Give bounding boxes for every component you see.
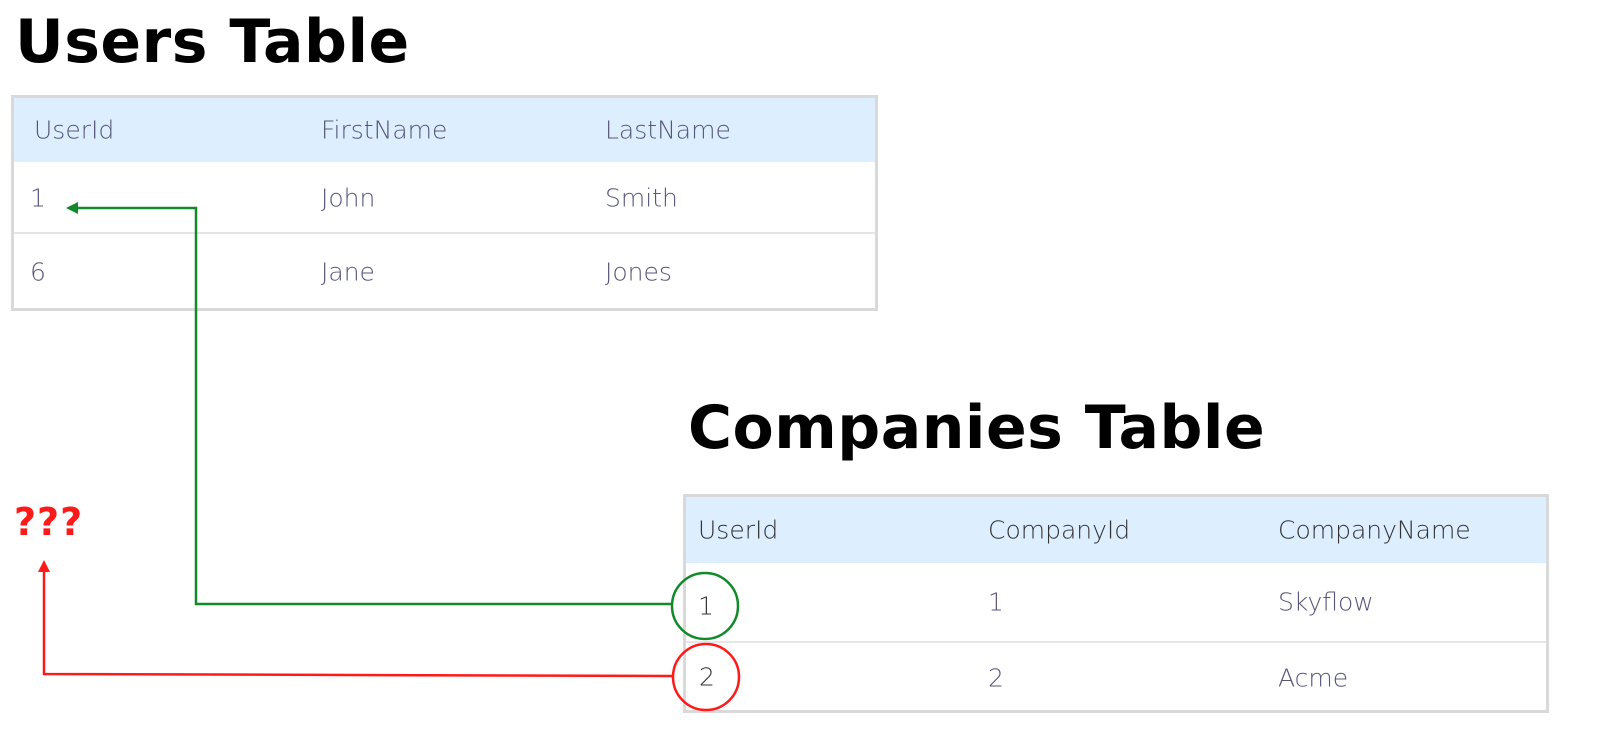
- unknown-reference-label: ???: [14, 500, 84, 544]
- companies-table: UserId CompanyId CompanyName 1 Skyflow 2…: [683, 494, 1549, 713]
- header-cell: UserId: [34, 115, 115, 145]
- cell: 2: [988, 663, 1004, 692]
- companies-table-title: Companies Table: [688, 393, 1266, 463]
- cell: John: [321, 183, 376, 213]
- valid-link-arrow: [76, 206, 672, 606]
- circled-userid: 2: [699, 662, 715, 692]
- table-row: 1 Skyflow: [686, 563, 1546, 641]
- circled-userid: 1: [698, 591, 714, 621]
- companies-table-header: UserId CompanyId CompanyName: [686, 497, 1546, 563]
- broken-userid-circle: [671, 642, 741, 712]
- broken-link-arrow: [42, 570, 674, 678]
- header-cell: FirstName: [321, 115, 448, 145]
- table-row: 6 Jane Jones: [14, 232, 875, 310]
- cell: 1: [30, 183, 46, 213]
- cell: 1: [988, 587, 1004, 617]
- users-table: UserId FirstName LastName 1 John Smith 6…: [11, 95, 878, 311]
- cell: Jane: [321, 257, 375, 287]
- header-cell: LastName: [605, 115, 731, 145]
- cell: 6: [30, 257, 46, 287]
- cell: Skyflow: [1278, 587, 1374, 617]
- cell: Smith: [605, 183, 678, 213]
- table-row: 1 John Smith: [14, 162, 875, 234]
- valid-userid-circle: [670, 571, 740, 641]
- cell: Jones: [605, 257, 672, 287]
- header-cell: UserId: [698, 515, 779, 545]
- header-cell: CompanyName: [1278, 515, 1471, 545]
- users-table-title: Users Table: [15, 7, 410, 77]
- users-table-header: UserId FirstName LastName: [14, 98, 875, 162]
- broken-link-arrowhead: [38, 560, 50, 572]
- header-cell: CompanyId: [988, 515, 1131, 545]
- cell: Acme: [1278, 663, 1349, 692]
- valid-link-arrowhead: [66, 202, 78, 214]
- table-row: 2 Acme: [686, 641, 1546, 712]
